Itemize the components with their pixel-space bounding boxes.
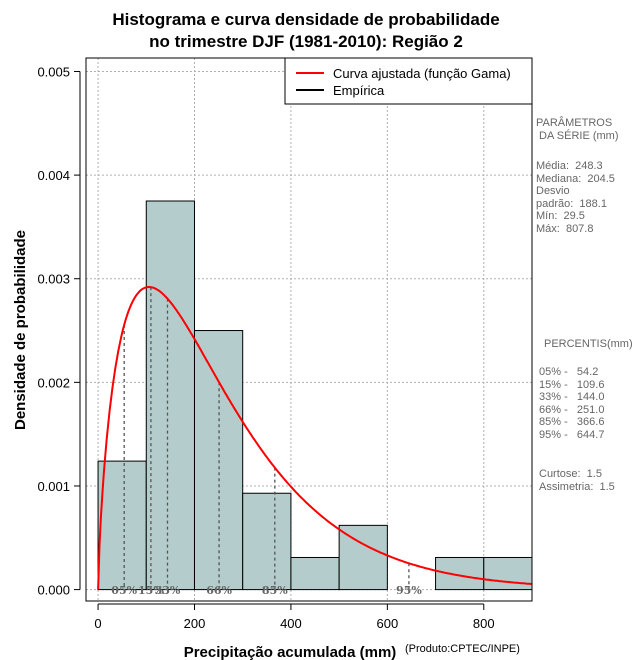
- y-tick-label: 0.001: [37, 479, 70, 494]
- histogram-bar: [435, 556, 485, 591]
- curve-layer: [97, 286, 533, 590]
- x-tick-label: 400: [280, 616, 302, 631]
- percentile-labels: 05% 15%33% 66% 85% 95%: [111, 584, 422, 597]
- histogram-bars: [97, 200, 533, 591]
- x-axis-title: Precipitação acumulada (mm): [184, 644, 397, 660]
- percentile-label-15%: 15%: [138, 584, 164, 597]
- percentile-label-05%: 05%: [111, 584, 137, 597]
- legend: Curva ajustada (função Gama) Empírica: [284, 57, 533, 105]
- legend-box: [284, 57, 533, 105]
- y-axis-title: Densidade de probabilidade: [12, 230, 29, 430]
- legend-curve-label: Curva ajustada (função Gama): [333, 66, 511, 81]
- x-tick-label: 0: [94, 616, 101, 631]
- y-axis: 0.000 0.001 0.002 0.003 0.004 0.005: [37, 64, 81, 598]
- x-tick-label: 600: [376, 616, 398, 631]
- histogram-bar: [242, 492, 292, 591]
- percentile-label-85%: 85%: [262, 584, 288, 597]
- percentile-label-95%: 95%: [396, 584, 422, 597]
- legend-empirical-label: Empírica: [333, 83, 385, 98]
- y-tick-label: 0.003: [37, 272, 70, 287]
- percentis-list: 05% - 54.2 15% - 109.6 33% - 144.0 66% -…: [539, 366, 605, 441]
- x-tick-label: 200: [184, 616, 206, 631]
- params-list: Média: 248.3 Mediana: 204.5 Desvio padrã…: [536, 160, 615, 235]
- percentile-label-33%: 33%: [155, 584, 181, 597]
- y-tick-label: 0.005: [37, 64, 70, 79]
- y-tick-label: 0.000: [37, 583, 70, 598]
- histogram-bar: [338, 524, 388, 591]
- product-credit: (Produto:CPTEC/INPE): [405, 643, 520, 655]
- gamma-curve: [97, 286, 533, 590]
- percentile-label-66%: 66%: [206, 584, 232, 597]
- histogram-bar: [290, 556, 340, 591]
- histogram-bar: [483, 556, 533, 591]
- chart-title-line1: Histograma e curva densidade de probabil…: [112, 10, 499, 29]
- percentile-lines: [123, 287, 410, 590]
- percentis-title: PERCENTIS(mm): [544, 338, 633, 350]
- params-title: PARÂMETROS DA SÉRIE (mm): [536, 117, 619, 142]
- y-tick-label: 0.004: [37, 168, 70, 183]
- histogram-bar: [97, 460, 147, 591]
- histogram-bar: [145, 200, 195, 591]
- shape-stats: Curtose: 1.5 Assimetria: 1.5: [539, 468, 615, 493]
- chart-title-line2: no trimestre DJF (1981-2010): Região 2: [149, 32, 463, 51]
- y-tick-label: 0.002: [37, 375, 70, 390]
- x-tick-label: 800: [473, 616, 495, 631]
- x-axis: 0 200 400 600 800: [94, 603, 495, 631]
